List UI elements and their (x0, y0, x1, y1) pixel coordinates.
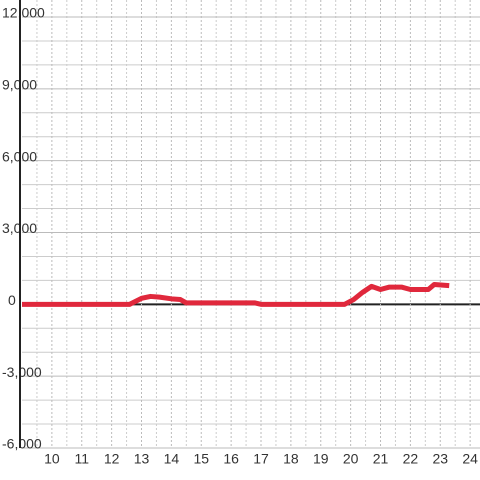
y-tick-label: -6,000 (2, 436, 42, 452)
x-tick-label: 10 (44, 451, 60, 467)
x-tick-label: 16 (223, 451, 239, 467)
x-tick-label: 14 (164, 451, 180, 467)
x-tick-label: 20 (343, 451, 359, 467)
x-tick-label: 15 (193, 451, 209, 467)
x-tick-label: 21 (373, 451, 389, 467)
line (22, 281, 450, 307)
x-tick-label: 24 (462, 451, 478, 467)
x-tick-label: 17 (253, 451, 269, 467)
x-tick-label: 13 (134, 451, 150, 467)
x-tick-label: 22 (403, 451, 419, 467)
y-tick-label: 0 (8, 292, 16, 308)
x-tick-label: 11 (74, 451, 89, 467)
x-tick-label: 18 (283, 451, 299, 467)
x-tick-label: 23 (432, 451, 448, 467)
y-tick-label: 12,000 (2, 5, 45, 21)
x-tick-label: 12 (104, 451, 120, 467)
y-tick-label: -3,000 (2, 364, 42, 380)
x-tick-label: 19 (313, 451, 329, 467)
